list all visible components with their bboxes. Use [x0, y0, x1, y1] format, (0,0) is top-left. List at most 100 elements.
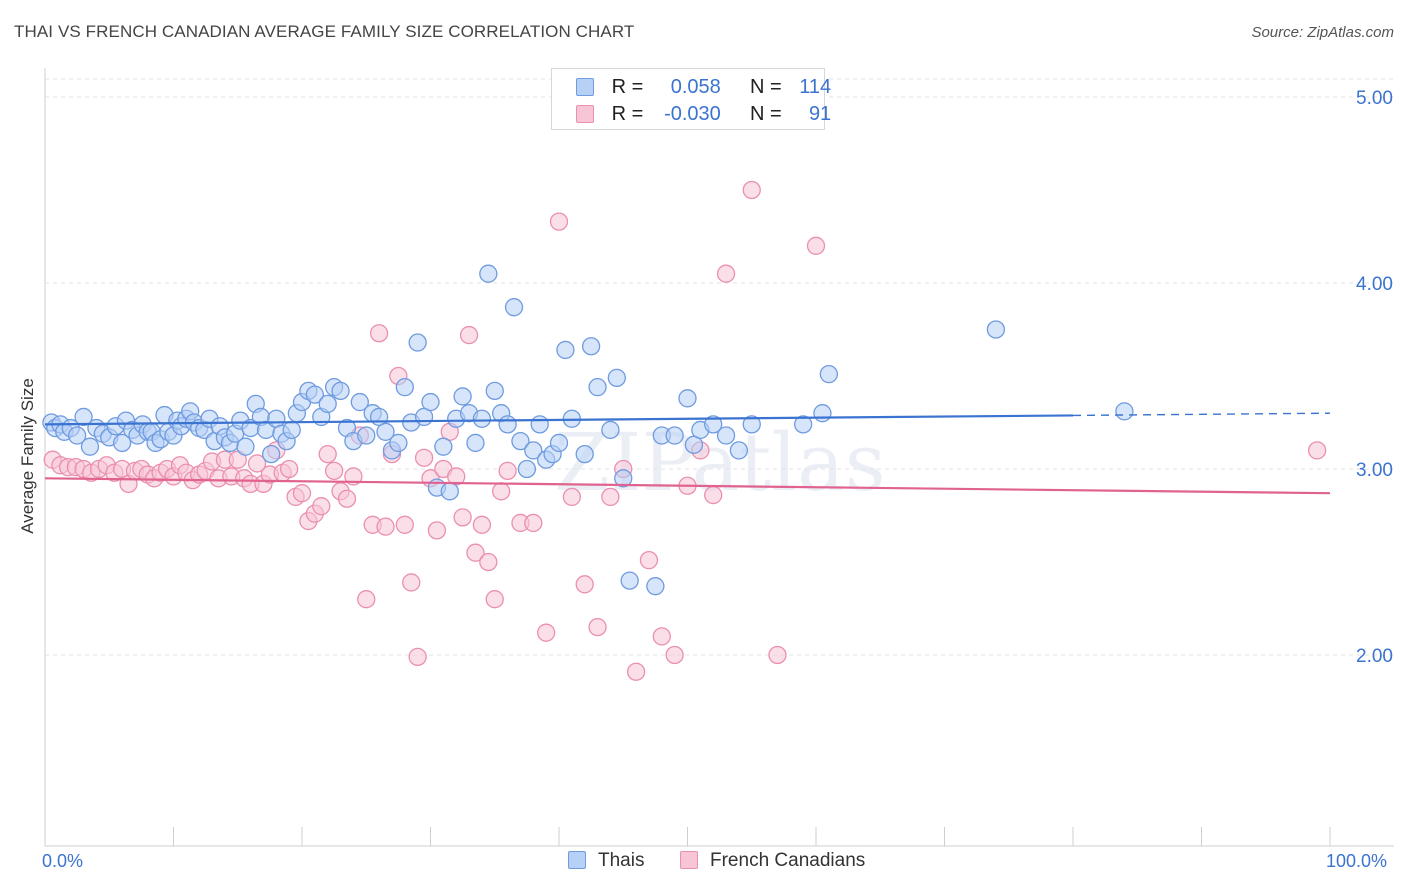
french-canadian-point-56: [414, 448, 434, 467]
french-canadian-point-81: [652, 627, 671, 646]
french-canadian-point-49: [369, 324, 389, 343]
thais-point-71: [434, 437, 453, 456]
thais-point-112: [986, 320, 1006, 339]
thais-point-95: [601, 420, 620, 440]
thais-point-85: [524, 441, 543, 460]
thais-point-53: [318, 394, 337, 414]
thais-point-47: [282, 420, 301, 440]
legend-r-label: R =: [611, 76, 644, 98]
y-axis-title: Average Family Size: [18, 378, 37, 534]
thais-point-64: [389, 433, 408, 453]
french-canadian-point-69: [498, 461, 517, 481]
thais-point-83: [511, 431, 530, 451]
y-tick-label-0: 2.00: [1356, 646, 1393, 667]
french-canadian-point-65: [472, 515, 492, 534]
thais-point-84: [517, 459, 537, 479]
thais-point-65: [395, 378, 414, 397]
thais-point-69: [421, 392, 440, 412]
legend-swatch-blue: [576, 78, 594, 96]
thais-point-101: [665, 426, 684, 445]
french-canadian-point-73: [549, 212, 569, 231]
french-canadian-point-80: [639, 550, 659, 570]
legend-n-label: N =: [749, 103, 782, 125]
french-canadian-point-66: [479, 552, 498, 572]
french-canadian-point-45: [344, 467, 363, 486]
x-tick-label-max: 100.0%: [1326, 851, 1388, 871]
french-canadian-point-55: [408, 647, 427, 667]
bottom-legend-swatch-blue: [568, 851, 586, 869]
thais-point-5: [67, 426, 87, 445]
french-canadians-points: [43, 180, 1327, 681]
french-canadian-point-53: [395, 515, 414, 534]
french-canadian-point-50: [376, 517, 395, 536]
grid-lines: [45, 78, 1394, 656]
french-canadian-point-75: [575, 575, 594, 594]
french-canadian-point-86: [716, 264, 736, 283]
bottom-legend-label: French Canadians: [710, 850, 866, 871]
thais-point-92: [575, 444, 594, 464]
thais-point-67: [408, 333, 427, 352]
legend-r-value: -0.030: [664, 103, 721, 125]
french-canadian-point-30: [247, 454, 267, 473]
x-tick-label-min: 0.0%: [42, 851, 84, 871]
thais-point-82: [504, 298, 524, 317]
bottom-legend-label: Thais: [598, 850, 645, 871]
french-canadian-point-79: [626, 662, 646, 681]
y-tick-labels: 2.00 3.00 4.00 5.00: [1356, 88, 1393, 667]
french-canadian-point-76: [588, 617, 607, 637]
thais-point-77: [472, 409, 492, 428]
french-canadian-point-62: [453, 508, 472, 527]
thais-point-51: [305, 385, 325, 404]
trend-line-1: [44, 477, 1331, 495]
legend-row-thais: R = 0.058 N = 114: [576, 76, 831, 98]
y-tick-label-3: 5.00: [1356, 88, 1393, 109]
thais-point-76: [466, 433, 485, 453]
french-canadian-point-74: [562, 487, 581, 507]
thais-point-98: [620, 571, 639, 590]
thais-point-12: [112, 433, 132, 453]
bottom-legend-thais: Thais: [568, 850, 644, 872]
french-canadian-point-82: [665, 645, 684, 665]
thais-point-74: [453, 387, 472, 406]
chart-title: THAI VS FRENCH CANADIAN AVERAGE FAMILY S…: [14, 22, 635, 41]
y-tick-label-1: 3.00: [1356, 460, 1393, 481]
french-canadian-point-47: [357, 590, 376, 609]
bottom-legend-swatch-pink: [680, 851, 698, 869]
thais-point-108: [742, 415, 761, 434]
thais-point-7: [80, 437, 100, 456]
french-canadian-point-90: [1308, 441, 1327, 460]
legend-row-french-canadians: R = -0.030 N = 91: [576, 103, 831, 125]
thais-point-43: [262, 444, 281, 464]
legend-swatch-pink: [576, 105, 594, 123]
trend-lines: [44, 412, 1331, 495]
french-canadian-point-58: [427, 521, 447, 540]
thais-point-109: [794, 415, 813, 434]
legend-n-value: 91: [808, 103, 832, 125]
thais-point-106: [716, 426, 736, 445]
french-canadian-point-72: [537, 623, 556, 642]
thais-point-111: [819, 364, 838, 384]
thais-point-94: [588, 378, 607, 397]
french-canadian-point-44: [337, 489, 357, 508]
thais-point-90: [556, 340, 575, 360]
y-tick-label-2: 4.00: [1356, 274, 1393, 295]
source-label: Source: ZipAtlas.com: [1251, 24, 1394, 41]
french-canadian-point-41: [318, 444, 337, 464]
french-canadian-point-35: [279, 459, 299, 479]
french-canadian-point-77: [601, 487, 620, 507]
correlation-legend: R = 0.058 N = 114 R = -0.030 N = 91: [551, 68, 831, 130]
thais-point-89: [549, 433, 569, 453]
thais-point-59: [357, 426, 376, 445]
french-canadian-point-67: [485, 590, 504, 609]
french-canadian-point-40: [312, 497, 331, 516]
french-canadian-point-89: [806, 236, 826, 255]
trend-line-0: [44, 414, 1074, 426]
french-canadian-point-54: [402, 573, 421, 592]
thais-point-86: [530, 415, 549, 434]
thais-point-58: [350, 392, 369, 412]
thais-point-96: [607, 368, 626, 388]
french-canadian-point-85: [704, 485, 723, 505]
french-canadian-point-87: [742, 180, 761, 200]
thais-point-93: [581, 337, 601, 356]
